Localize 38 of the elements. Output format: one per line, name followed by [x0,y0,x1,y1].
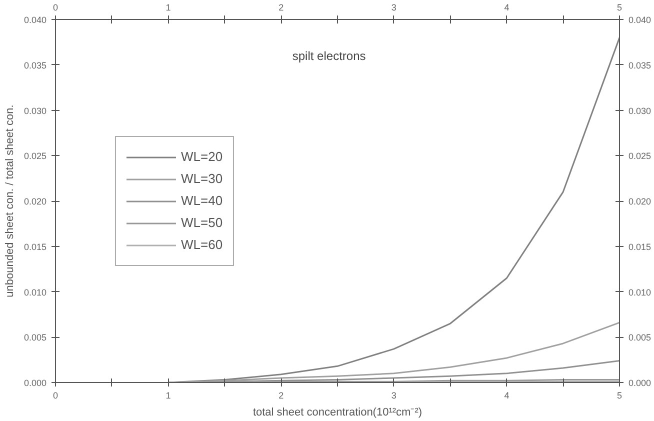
x2-tick-label: 3 [391,390,396,400]
y-tick-label: 0.010 [24,287,47,298]
y-tick-label: 0.020 [24,196,47,206]
y2-tick-label: 0.020 [628,196,652,206]
y2-tick-label: 0.035 [628,60,652,70]
y2-tick-label: 0.040 [628,15,652,25]
legend-label: WL=50 [181,215,223,230]
y-tick-label: 0.030 [24,106,47,116]
x2-tick-label: 1 [166,390,171,400]
y2-tick-label: 0.000 [628,378,652,388]
y-tick-label: 0.040 [24,15,47,25]
legend-label: WL=30 [181,171,223,186]
y2-tick-label: 0.005 [628,332,652,343]
x-tick-label: 3 [391,2,396,12]
x2-tick-label: 4 [504,390,510,400]
y-tick-label: 0.025 [24,151,47,162]
y2-tick-label: 0.025 [628,151,652,162]
y-tick-label: 0.035 [24,60,47,70]
legend-label: WL=40 [181,193,223,208]
x-axis-title: total sheet concentration(10¹²cm⁻²) [252,406,422,418]
y-axis-title: unbounded sheet con. / total sheet con. [4,104,16,298]
x2-tick-label: 5 [616,390,622,400]
x-tick-label: 1 [166,2,171,12]
x-tick-label: 0 [52,2,58,12]
x-tick-label: 5 [616,2,622,12]
y2-tick-label: 0.030 [628,106,652,116]
legend-label: WL=20 [181,149,223,164]
legend-label: WL=60 [181,237,223,252]
x-tick-label: 4 [504,2,510,12]
y-tick-label: 0.000 [24,378,47,388]
y2-tick-label: 0.010 [628,287,652,298]
y-tick-label: 0.015 [24,242,47,252]
x2-tick-label: 2 [278,390,284,400]
x-tick-label: 2 [278,2,284,12]
y2-tick-label: 0.015 [628,242,652,252]
x2-tick-label: 0 [52,390,58,400]
y-tick-label: 0.005 [24,332,47,343]
annotation: spilt electrons [292,49,366,64]
